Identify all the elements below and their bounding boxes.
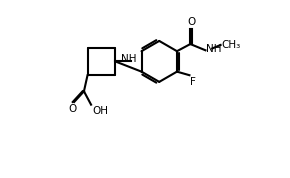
Text: F: F xyxy=(190,77,196,87)
Text: O: O xyxy=(187,17,195,27)
Text: NH: NH xyxy=(206,44,222,54)
Text: O: O xyxy=(69,104,77,114)
Text: OH: OH xyxy=(92,106,108,116)
Text: CH₃: CH₃ xyxy=(222,40,241,50)
Text: NH: NH xyxy=(121,54,136,64)
